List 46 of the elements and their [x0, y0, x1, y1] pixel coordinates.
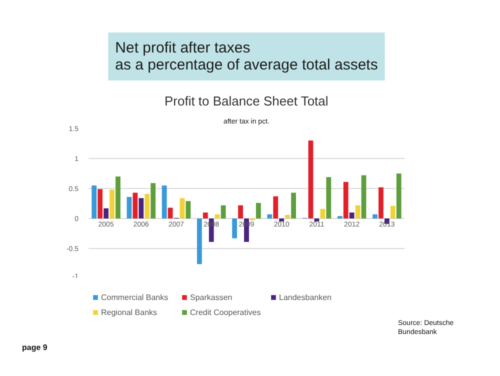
legend-label: Landesbanken: [279, 292, 332, 302]
bar: [132, 192, 138, 218]
bar: [378, 187, 384, 218]
bar: [343, 182, 348, 218]
bar: [390, 206, 396, 218]
bar: [92, 186, 97, 218]
bar: [196, 218, 202, 264]
bar: [202, 212, 208, 218]
bar: [116, 176, 120, 218]
bar: [110, 190, 114, 218]
bar: [180, 198, 185, 218]
bar: [314, 218, 320, 222]
bar: [220, 205, 226, 218]
bar: [104, 208, 109, 218]
bar: [256, 202, 261, 218]
bar: [150, 183, 156, 218]
bar: [232, 218, 238, 238]
bar: [162, 186, 167, 218]
chart-title: Net profit after taxes as a percentage of average total assets: [115, 40, 378, 74]
bar: [238, 205, 243, 218]
bar: [355, 205, 360, 218]
bar: [98, 189, 103, 218]
bar: [308, 140, 314, 218]
bar: [361, 175, 366, 218]
bar: [372, 214, 378, 218]
text: page 9: [22, 343, 48, 353]
legend-label: Commercial Banks: [101, 292, 170, 302]
bar: [144, 194, 150, 218]
bar: [326, 177, 332, 218]
legend-label: Sparkassen: [190, 292, 234, 302]
bar: [291, 192, 296, 218]
bar: [396, 174, 402, 218]
bar: [279, 218, 284, 222]
bar: [126, 196, 132, 218]
legend-label: Regional Banks: [101, 307, 158, 317]
bar: [285, 214, 290, 218]
bar: [186, 201, 191, 218]
chart-subtitle: Profit to Balance Sheet Total: [164, 94, 328, 108]
bar: [214, 214, 220, 218]
bar: [320, 208, 326, 218]
bar: [267, 214, 272, 218]
bar: [273, 196, 278, 218]
legend-label: Credit Cooperatives: [190, 307, 262, 317]
bar: [349, 212, 354, 218]
bar: [138, 198, 144, 218]
bar: [168, 208, 173, 218]
